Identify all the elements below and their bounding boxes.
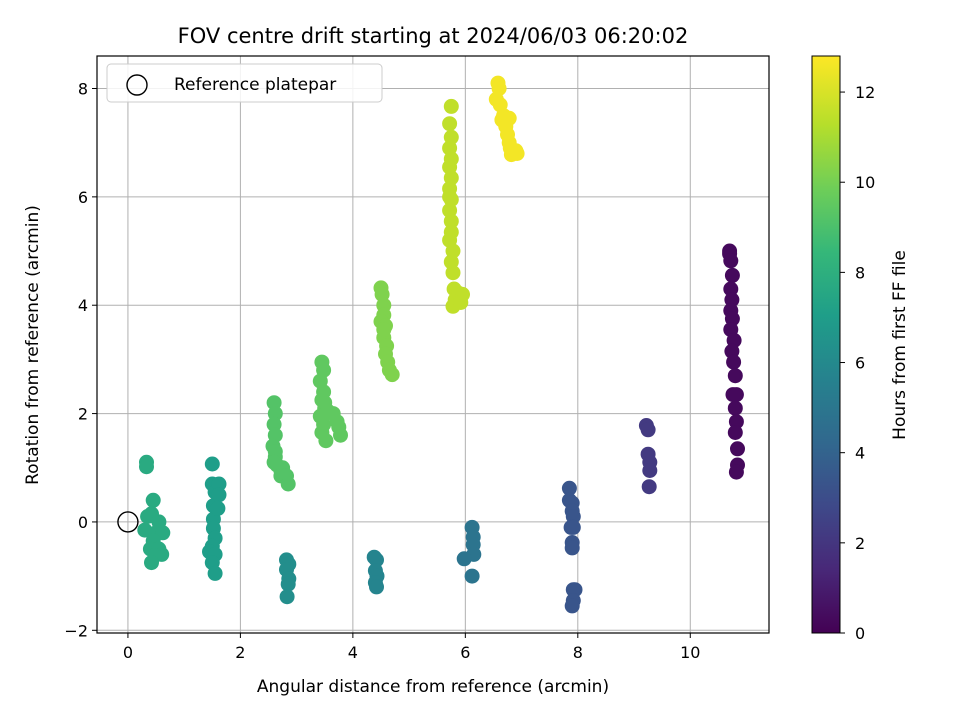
data-point <box>442 189 458 205</box>
x-tick-label: 2 <box>235 643 245 662</box>
data-point <box>723 281 739 297</box>
data-point <box>384 367 400 383</box>
data-point <box>723 253 739 269</box>
legend-entry-label: Reference platepar <box>174 75 336 95</box>
data-point <box>266 454 282 470</box>
colorbar-tick-label: 8 <box>855 263 865 282</box>
y-axis-label: Rotation from reference (arcmin) <box>23 205 43 485</box>
data-point <box>279 589 295 605</box>
y-tick-label: −2 <box>64 621 88 640</box>
data-points <box>137 75 745 614</box>
legend: Reference platepar <box>106 63 383 103</box>
colorbar-tick-label: 6 <box>855 354 865 373</box>
data-point <box>727 425 743 440</box>
x-tick-label: 4 <box>348 643 358 662</box>
data-point <box>464 568 480 584</box>
chart-title: FOV centre drift starting at 2024/06/03 … <box>178 24 689 48</box>
data-point <box>565 519 581 535</box>
data-point <box>207 565 223 581</box>
data-point <box>640 422 656 438</box>
grid <box>97 56 769 633</box>
data-point <box>642 463 658 478</box>
colorbar-ticks: 0 2 4 6 8 10 12 <box>840 83 875 643</box>
reference-marker <box>117 511 139 533</box>
data-point <box>561 480 577 496</box>
x-axis-ticks: 0 2 4 6 8 10 <box>123 633 700 662</box>
data-point <box>564 598 580 614</box>
data-point <box>145 492 161 508</box>
data-point <box>443 98 459 114</box>
data-point <box>728 464 744 480</box>
colorbar: 0 2 4 6 8 10 12 Hours from first FF file <box>811 55 910 643</box>
data-point <box>456 551 472 567</box>
legend-box <box>106 63 383 103</box>
legend-reference-marker <box>126 74 148 96</box>
x-axis-label: Angular distance from reference (arcmin) <box>257 677 609 697</box>
data-point <box>564 540 580 556</box>
data-point <box>509 146 525 161</box>
data-point <box>210 500 226 516</box>
y-axis-ticks: −2 0 2 4 6 8 <box>64 80 97 640</box>
data-point <box>204 456 220 472</box>
x-tick-label: 10 <box>680 643 700 662</box>
data-point <box>724 267 740 283</box>
data-point <box>139 459 154 475</box>
data-point <box>445 265 461 281</box>
data-point <box>727 400 743 416</box>
colorbar-label: Hours from first FF file <box>890 250 910 440</box>
colorbar-tick-label: 2 <box>855 534 865 553</box>
data-point <box>144 555 159 571</box>
colorbar-gradient <box>811 55 841 634</box>
data-point <box>266 395 282 411</box>
colorbar-tick-label: 4 <box>855 444 865 463</box>
data-point <box>318 433 334 449</box>
data-point <box>728 387 744 403</box>
data-point <box>320 403 336 419</box>
data-point <box>211 487 227 503</box>
data-point <box>280 576 296 592</box>
data-point <box>726 354 742 370</box>
data-point <box>369 552 384 568</box>
data-point <box>727 368 743 384</box>
data-point <box>641 479 657 495</box>
y-tick-label: 2 <box>78 405 88 424</box>
y-tick-label: 8 <box>78 80 88 99</box>
y-tick-label: 0 <box>78 513 88 532</box>
data-point <box>280 476 296 492</box>
x-tick-label: 0 <box>123 643 133 662</box>
x-tick-label: 8 <box>573 643 583 662</box>
data-point <box>369 579 384 595</box>
data-point <box>442 116 458 132</box>
y-tick-label: 6 <box>78 188 88 207</box>
data-point <box>728 414 744 430</box>
x-tick-label: 6 <box>460 643 470 662</box>
data-point <box>376 322 392 338</box>
data-point <box>453 295 469 310</box>
colorbar-tick-label: 10 <box>855 173 875 192</box>
data-point <box>211 476 227 492</box>
y-tick-label: 4 <box>78 296 88 315</box>
reference-platepar-point <box>117 511 139 533</box>
data-point <box>565 582 581 598</box>
plot-frame <box>96 55 770 634</box>
colorbar-tick-label: 0 <box>855 624 865 643</box>
data-point <box>333 427 348 443</box>
data-point <box>724 292 740 308</box>
data-point <box>137 522 153 538</box>
data-point <box>443 213 459 229</box>
colorbar-tick-label: 12 <box>855 83 875 102</box>
data-point <box>730 441 745 457</box>
